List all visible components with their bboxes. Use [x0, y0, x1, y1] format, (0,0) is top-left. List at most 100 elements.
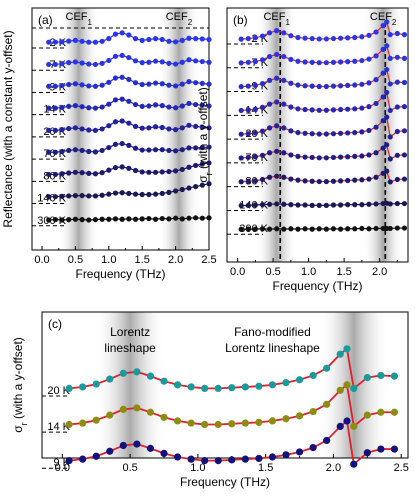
data-point [345, 177, 351, 184]
data-point [146, 408, 155, 416]
data-point [352, 58, 358, 64]
data-point [146, 169, 152, 175]
data-point [330, 59, 337, 65]
data-point [79, 126, 85, 132]
data-point [152, 191, 159, 197]
data-point [159, 36, 165, 43]
panel-label: (a) [38, 13, 53, 27]
data-point [106, 36, 112, 42]
data-point [363, 449, 371, 457]
data-point [206, 81, 212, 87]
data-point [52, 194, 58, 200]
data-point [401, 200, 408, 207]
data-point [295, 202, 301, 208]
data-point [66, 60, 72, 66]
data-point [132, 80, 139, 86]
data-point [106, 101, 112, 107]
data-point [206, 36, 212, 43]
shaded-band-1 [256, 8, 297, 262]
data-point [146, 147, 152, 153]
data-point [99, 104, 105, 110]
data-point [337, 226, 344, 232]
x-tick-label: 2.5 [394, 462, 409, 474]
annotation-cef-sub: 2 [188, 18, 193, 27]
data-point [266, 174, 273, 180]
data-point [187, 455, 195, 463]
data-point [46, 171, 52, 178]
annotation-line2: lineshape [104, 341, 156, 355]
data-point [401, 128, 408, 134]
data-point [274, 201, 280, 207]
data-point [46, 39, 52, 45]
data-point [309, 83, 315, 89]
data-point [394, 128, 400, 135]
data-point [363, 411, 371, 419]
data-point [86, 217, 92, 223]
data-point [330, 226, 337, 232]
data-point [52, 127, 58, 133]
data-point [245, 131, 251, 137]
data-point [316, 60, 322, 66]
data-point [323, 178, 329, 185]
data-point [373, 150, 379, 156]
data-point [366, 176, 372, 182]
data-point [46, 217, 52, 223]
data-point [288, 128, 294, 134]
panel-label: (b) [233, 13, 248, 27]
data-point [401, 79, 408, 86]
data-point [59, 82, 65, 89]
data-point [99, 170, 105, 176]
data-point [373, 77, 379, 83]
data-point [384, 43, 390, 49]
data-point [366, 32, 372, 38]
data-point [295, 448, 304, 456]
data-point [281, 226, 287, 232]
data-point [139, 169, 145, 175]
data-point [46, 194, 52, 200]
data-point [394, 225, 400, 231]
data-point [343, 381, 351, 389]
data-point [119, 369, 127, 377]
data-point [259, 152, 266, 158]
y-axis-label: Reflectance (with a constant y-offset) [1, 30, 15, 227]
data-point [245, 107, 251, 113]
data-point [79, 38, 85, 44]
x-tick-label: 0.5 [122, 462, 137, 474]
data-point [146, 125, 152, 131]
data-point [46, 127, 52, 133]
data-point [252, 178, 258, 184]
data-point [343, 417, 351, 425]
data-point [186, 100, 192, 107]
axes-frame [226, 7, 409, 263]
x-tick-label: 1.5 [135, 254, 150, 266]
x-axis-label: Frequency (THz) [272, 279, 362, 293]
series-label: 9 K [49, 81, 66, 93]
data-point [366, 56, 372, 62]
data-point [316, 202, 322, 208]
data-point [245, 202, 251, 208]
data-point [86, 61, 92, 67]
data-point [252, 59, 258, 65]
data-point [359, 177, 365, 183]
data-point [166, 168, 172, 175]
data-point [106, 57, 112, 64]
data-point [373, 174, 379, 180]
data-point [119, 216, 125, 222]
series-label: 300 K [37, 215, 66, 227]
data-point [46, 83, 52, 89]
data-point [66, 103, 72, 109]
data-point [159, 169, 165, 175]
data-point [345, 35, 351, 41]
data-point [241, 455, 249, 463]
data-point [92, 127, 99, 133]
data-point [112, 190, 119, 196]
data-point [92, 452, 100, 460]
data-point [252, 35, 258, 41]
data-point [302, 154, 308, 160]
data-point [159, 124, 165, 131]
data-point [92, 105, 99, 111]
data-point [132, 123, 139, 130]
data-point [173, 148, 179, 154]
x-tick-label: 1.0 [190, 462, 205, 474]
data-point [384, 89, 390, 96]
